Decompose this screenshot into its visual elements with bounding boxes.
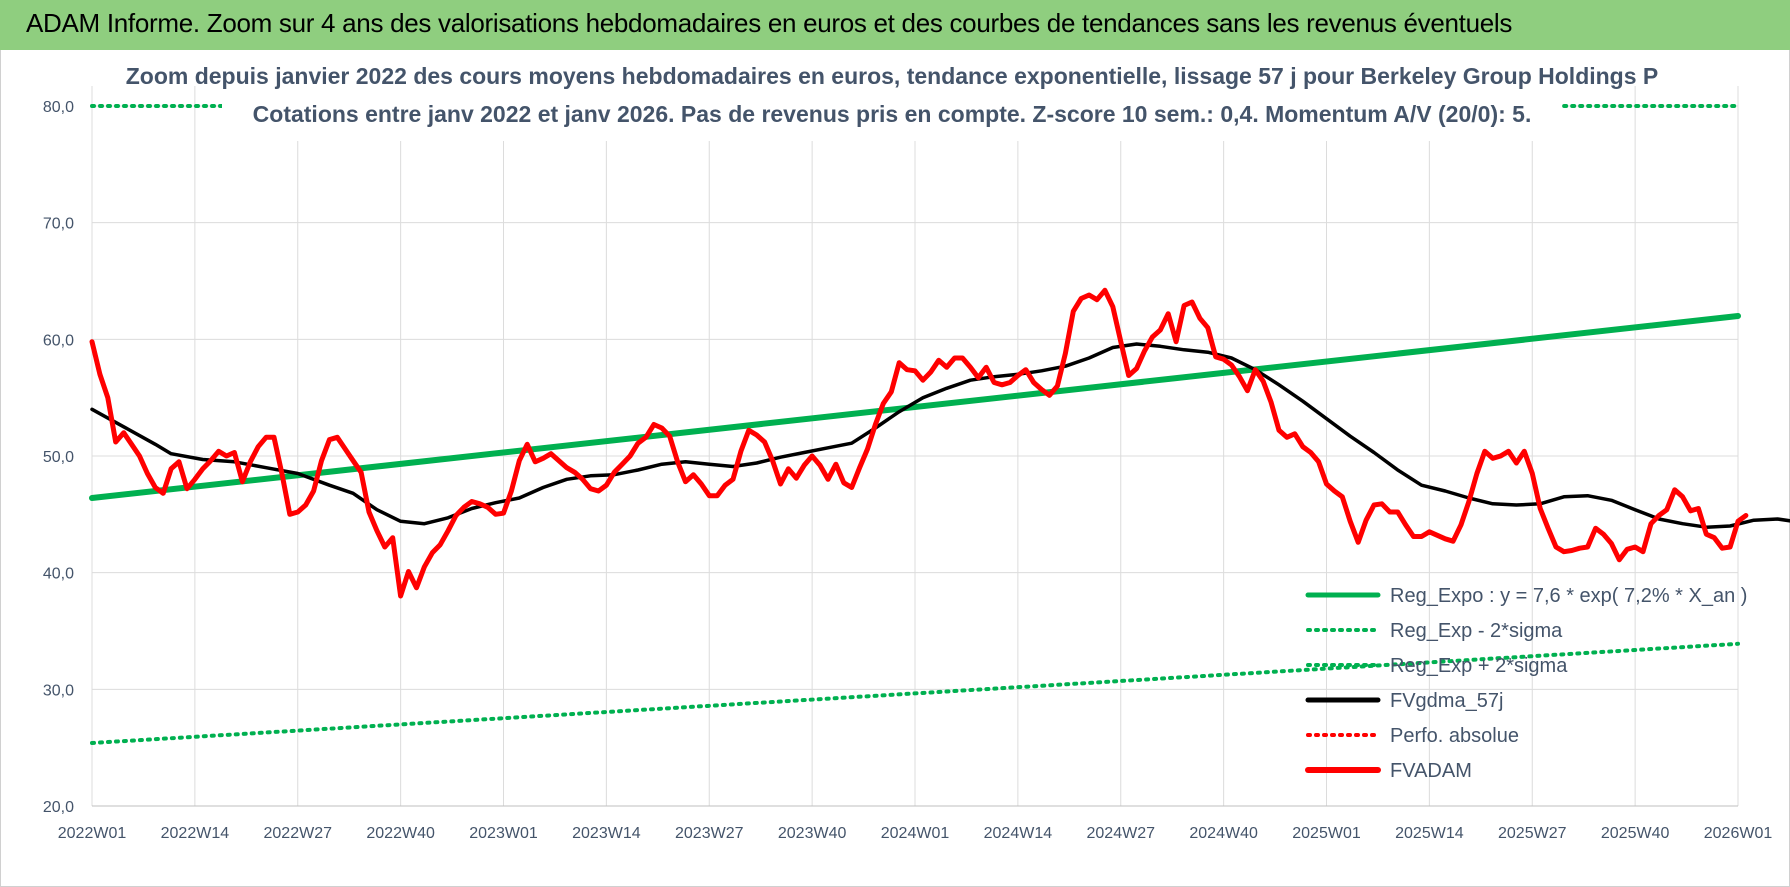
x-tick-label: 2026W01 bbox=[1704, 825, 1773, 842]
subtitle-background bbox=[222, 50, 1562, 141]
y-tick-label: 60,0 bbox=[43, 332, 74, 349]
x-tick-label: 2024W27 bbox=[1087, 825, 1156, 842]
series-line-0 bbox=[89, 313, 1741, 501]
series-line-5 bbox=[89, 287, 1749, 599]
y-tick-label: 80,0 bbox=[43, 99, 74, 116]
chart-title: Zoom depuis janvier 2022 des cours moyen… bbox=[126, 63, 1659, 89]
x-tick-label: 2024W01 bbox=[881, 825, 950, 842]
chart-legend: Reg_Expo : y = 7,6 * exp( 7,2% * X_an ) R… bbox=[1305, 585, 1747, 782]
x-tick-label: 2023W14 bbox=[572, 825, 641, 842]
page-title: ADAM Informe. Zoom sur 4 ans des valoris… bbox=[26, 8, 1513, 38]
x-tick-label: 2022W27 bbox=[264, 825, 333, 842]
legend-label: Perfo. absolue bbox=[1390, 725, 1519, 747]
x-tick-label: 2025W27 bbox=[1498, 825, 1567, 842]
x-tick-label: 2022W14 bbox=[161, 825, 230, 842]
y-tick-label: 70,0 bbox=[43, 216, 74, 233]
x-tick-label: 2023W27 bbox=[675, 825, 744, 842]
line-chart: Zoom depuis janvier 2022 des cours moyen… bbox=[43, 50, 1790, 842]
y-tick-label: 20,0 bbox=[43, 799, 74, 816]
legend-label: Reg_Exp - 2*sigma bbox=[1390, 620, 1563, 642]
x-tick-label: 2025W14 bbox=[1395, 825, 1464, 842]
legend-label: Reg_Exp + 2*sigma bbox=[1390, 655, 1568, 677]
x-tick-label: 2022W01 bbox=[58, 825, 127, 842]
y-tick-label: 30,0 bbox=[43, 682, 74, 699]
x-tick-label: 2024W14 bbox=[984, 825, 1053, 842]
chart-axes: 20,0 30,0 40,0 50,0 60,0 70,0 80,0 2022W01 2022W… bbox=[43, 99, 1772, 842]
chart-series bbox=[89, 104, 1790, 745]
x-tick-label: 2025W40 bbox=[1601, 825, 1670, 842]
x-tick-label: 2023W40 bbox=[778, 825, 847, 842]
x-tick-label: 2022W40 bbox=[366, 825, 435, 842]
legend-label: FVgdma_57j bbox=[1390, 690, 1503, 712]
chart-subtitle: Cotations entre janv 2022 et janv 2026. … bbox=[253, 101, 1532, 127]
series-line-1 bbox=[90, 641, 1740, 745]
x-tick-label: 2025W01 bbox=[1292, 825, 1361, 842]
y-tick-label: 50,0 bbox=[43, 449, 74, 466]
legend-label: Reg_Expo : y = 7,6 * exp( 7,2% * X_an ) bbox=[1390, 585, 1747, 607]
y-tick-label: 40,0 bbox=[43, 566, 74, 583]
legend-label: FVADAM bbox=[1390, 760, 1472, 782]
header-bar: ADAM Informe. Zoom sur 4 ans des valoris… bbox=[0, 0, 1790, 50]
x-tick-label: 2023W01 bbox=[469, 825, 538, 842]
series-line-3 bbox=[90, 342, 1790, 529]
x-tick-label: 2024W40 bbox=[1189, 825, 1258, 842]
